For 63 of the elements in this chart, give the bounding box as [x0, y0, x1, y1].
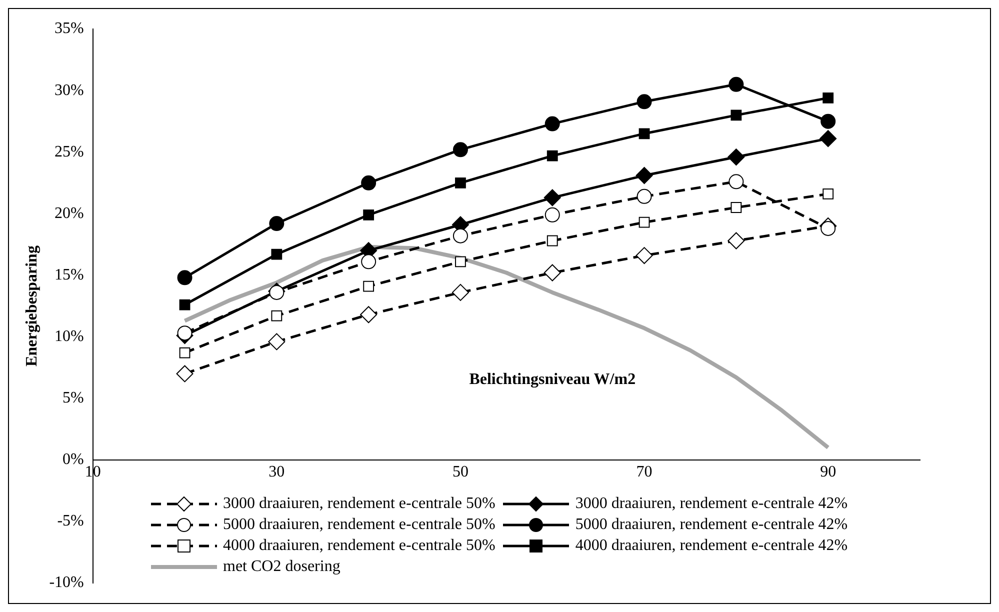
point [452, 228, 468, 244]
legend-label: 4000 draaiuren, rendement e-centrale 50% [223, 537, 496, 555]
y-tick-label: 20% [54, 204, 84, 222]
point [269, 216, 284, 232]
point [822, 92, 834, 104]
point [177, 270, 192, 286]
point [452, 142, 468, 158]
point [546, 150, 558, 162]
y-tick-label: -10% [49, 574, 84, 592]
point [363, 280, 374, 292]
point [176, 365, 194, 382]
x-axis-title: Belichtingsniveau W/m2 [469, 371, 636, 388]
point [544, 189, 561, 206]
point [544, 207, 560, 222]
point [728, 76, 744, 92]
point [638, 128, 650, 140]
legend-label: met CO2 dosering [223, 558, 340, 576]
legend-label: 5000 draaiuren, rendement e-centrale 42% [575, 516, 848, 534]
y-tick-label: 0% [62, 451, 84, 468]
point [728, 232, 745, 250]
point [730, 202, 742, 213]
point [820, 130, 837, 148]
legend-label: 3000 draaiuren, rendement e-centrale 50% [223, 495, 496, 513]
y-tick-label: 15% [54, 266, 84, 284]
point [730, 110, 742, 121]
point [636, 247, 653, 264]
y-axis-title: Energiebesparing [24, 246, 41, 366]
y-tick-label: 25% [54, 143, 84, 160]
legend-label: 5000 draaiuren, rendement e-centrale 50% [223, 516, 496, 534]
point [546, 235, 558, 246]
point [452, 284, 469, 301]
x-tick-label: 70 [636, 464, 652, 481]
y-tick-label: 30% [54, 82, 84, 99]
point [360, 306, 378, 324]
y-tick-label: 5% [62, 390, 84, 407]
point [361, 175, 376, 190]
point [179, 347, 190, 358]
point [636, 94, 652, 110]
legend-label: 4000 draaiuren, rendement e-centrale 42% [575, 537, 848, 555]
point [363, 209, 374, 220]
point [268, 333, 286, 350]
point [177, 326, 192, 341]
point [638, 216, 650, 228]
legend-label: 3000 draaiuren, rendement e-centrale 42% [575, 495, 848, 513]
y-tick-label: 35% [54, 20, 84, 38]
point [271, 248, 282, 260]
point [361, 254, 376, 270]
point [179, 299, 190, 310]
point [820, 220, 836, 236]
point [822, 188, 834, 200]
point [728, 148, 745, 166]
y-tick-label: -5% [57, 512, 84, 530]
point [636, 167, 653, 184]
x-tick-label: 90 [820, 464, 836, 481]
point [544, 116, 560, 132]
point [455, 256, 466, 268]
x-tick-label: 50 [452, 464, 468, 481]
point [455, 177, 466, 188]
point [544, 264, 561, 282]
point [271, 310, 282, 322]
point [820, 114, 836, 129]
x-tick-label: 30 [268, 464, 285, 481]
y-tick-label: 10% [54, 328, 84, 345]
